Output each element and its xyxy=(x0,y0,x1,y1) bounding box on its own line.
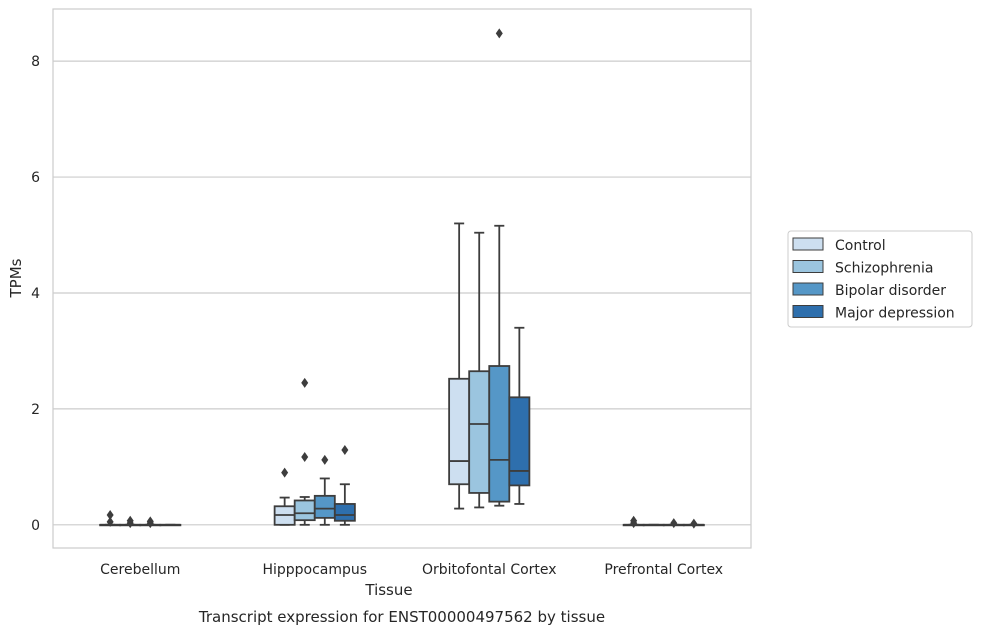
legend-item-3: Major depression xyxy=(792,305,955,322)
box-body xyxy=(333,503,356,522)
y-tick-label-8: 8 xyxy=(31,54,40,70)
box-3-1 xyxy=(642,523,665,527)
box-body xyxy=(293,499,316,522)
legend-label: Control xyxy=(835,238,886,254)
gridlines xyxy=(53,60,751,526)
x-tick-label-2: Orbitofontal Cortex xyxy=(422,562,557,578)
box-0-1 xyxy=(119,515,142,529)
outlier-point xyxy=(301,377,309,388)
legend-swatch xyxy=(792,237,824,251)
outlier-point xyxy=(630,515,638,526)
outlier-point xyxy=(106,516,114,527)
y-tick-label-4: 4 xyxy=(31,286,40,302)
y-tick-label-6: 6 xyxy=(31,170,40,186)
outlier-point xyxy=(281,467,289,478)
box-1-0 xyxy=(273,467,296,526)
outlier-point xyxy=(321,454,329,465)
y-tick-label-2: 2 xyxy=(31,402,40,418)
outlier-point xyxy=(106,509,114,520)
legend-frame xyxy=(787,230,973,328)
x-tick-labels: Cerebellum Hipppocampus Orbitofontal Corte… xyxy=(100,562,723,578)
outlier-point xyxy=(146,516,154,527)
legend-label: Major depression xyxy=(835,306,955,322)
box-3-0 xyxy=(622,515,645,529)
box-body xyxy=(508,396,531,487)
box-1-1 xyxy=(293,377,316,526)
outlier-point xyxy=(341,445,349,456)
box-body xyxy=(448,377,471,486)
legend-label: Schizophrenia xyxy=(835,261,933,277)
x-tick-label-1: Hipppocampus xyxy=(262,562,367,578)
box-body xyxy=(468,370,491,494)
plot-frame xyxy=(52,8,752,549)
outlier-point xyxy=(126,515,134,526)
box-body xyxy=(313,494,336,519)
box-1-2 xyxy=(313,454,336,526)
legend-label: Bipolar disorder xyxy=(835,283,946,299)
outlier-point xyxy=(690,518,698,529)
box-body xyxy=(488,365,511,503)
figure-caption: Transcript expression for ENST0000049756… xyxy=(198,608,605,626)
box-3-3 xyxy=(682,518,705,529)
box-3-2 xyxy=(662,518,685,529)
legend-item-2: Bipolar disorder xyxy=(792,282,946,299)
legend-swatch xyxy=(792,260,824,273)
legend-item-1: Schizophrenia xyxy=(792,260,933,277)
legend-swatch xyxy=(792,282,824,296)
legend-swatch xyxy=(792,305,824,318)
box-0-0 xyxy=(99,509,122,527)
outlier-point xyxy=(495,28,503,39)
box-0-2 xyxy=(139,516,162,529)
y-axis-label: TPMs xyxy=(7,258,25,298)
box-2-2 xyxy=(488,28,511,507)
box-0-3 xyxy=(159,523,182,527)
outlier-point xyxy=(301,452,309,463)
box-2-1 xyxy=(468,231,491,509)
x-axis-label: Tissue xyxy=(364,581,412,599)
x-tick-label-0: Cerebellum xyxy=(100,562,180,578)
boxes xyxy=(99,28,705,529)
box-2-0 xyxy=(448,222,471,510)
y-tick-labels: 0 2 4 6 8 xyxy=(31,54,40,534)
y-tick-label-0: 0 xyxy=(31,518,40,534)
box-2-3 xyxy=(508,326,531,505)
x-tick-label-3: Prefrontal Cortex xyxy=(604,562,723,578)
legend: Control Schizophrenia Bipolar disorder Majo… xyxy=(787,230,973,328)
box-1-3 xyxy=(333,445,356,526)
legend-item-0: Control xyxy=(792,237,886,254)
outlier-point xyxy=(670,518,678,529)
